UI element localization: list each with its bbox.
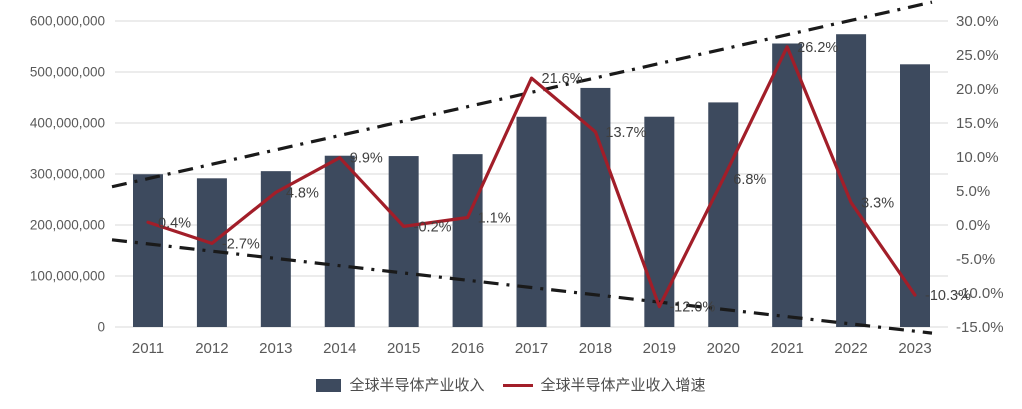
x-axis-label-2015: 2015: [387, 340, 420, 357]
chart-canvas: 0 100,000,000 200,000,000 300,000,000 400,00…: [30, 0, 1004, 357]
bar-2013: [260, 171, 291, 327]
bar-2017: [516, 116, 547, 327]
legend-label: 全球半导体产业收入增速: [540, 376, 706, 394]
data-label-2017: 21.6%: [542, 71, 583, 87]
left-axis-tick: 100,000,000: [30, 269, 105, 284]
data-label-2013: 4.8%: [286, 185, 319, 201]
data-label-2021: 26.2%: [797, 40, 838, 56]
legend-marker-square: [316, 378, 342, 392]
lower-trend-line: [111, 238, 933, 335]
data-label-2020: 6.8%: [733, 172, 766, 188]
bar-2014: [324, 155, 355, 327]
left-axis-tick: 200,000,000: [30, 218, 105, 233]
data-label-2023: -10.3%: [925, 288, 971, 304]
x-axis-label-2016: 2016: [451, 340, 484, 357]
x-axis-label-2012: 2012: [195, 340, 228, 357]
bar-2021: [772, 43, 803, 328]
bar-2016: [452, 154, 483, 327]
bar-2015: [388, 156, 419, 327]
left-axis-tick: 600,000,000: [30, 14, 105, 29]
bar-2020: [708, 102, 739, 327]
chart-legend: 全球半导体产业收入 全球半导体产业收入增速: [0, 369, 1022, 401]
upper-trend-line: [111, 0, 933, 189]
right-axis-tick: 25.0%: [956, 47, 999, 64]
right-axis-tick: -15.0%: [956, 319, 1004, 336]
data-label-2012: -2.7%: [222, 236, 260, 252]
legend-marker-line: [502, 383, 533, 387]
left-axis-tick: 300,000,000: [30, 167, 105, 182]
data-label-2018: 13.7%: [605, 125, 646, 141]
x-axis-label-2014: 2014: [323, 340, 356, 357]
x-axis-label-2022: 2022: [834, 340, 867, 357]
left-axis-tick: 400,000,000: [30, 116, 105, 131]
data-label-2019: -12.0%: [669, 300, 715, 316]
data-label-2014: 9.9%: [350, 151, 383, 167]
x-axis-label-2021: 2021: [770, 340, 803, 357]
right-axis-tick: 30.0%: [956, 13, 999, 30]
legend-item-growth: 全球半导体产业收入增速: [502, 376, 706, 394]
right-axis-tick: 20.0%: [956, 81, 999, 98]
growth-line: [146, 45, 917, 309]
right-axis-tick: 15.0%: [956, 115, 999, 132]
x-axis-label-2020: 2020: [707, 340, 740, 357]
data-label-2022: 3.3%: [861, 196, 894, 212]
right-axis-tick: 10.0%: [956, 149, 999, 166]
right-axis-tick: 0.0%: [956, 217, 990, 234]
right-axis-tick: -5.0%: [956, 251, 995, 268]
left-axis-tick: 500,000,000: [30, 65, 105, 80]
left-axis-tick: 0: [97, 320, 105, 335]
x-axis-label-2017: 2017: [515, 340, 548, 357]
x-axis-label-2019: 2019: [643, 340, 676, 357]
right-axis-tick: -10.0%: [956, 285, 1004, 302]
data-label-2016: 1.1%: [478, 211, 511, 227]
x-axis-label-2013: 2013: [259, 340, 292, 357]
x-axis-label-2023: 2023: [898, 340, 931, 357]
x-axis-label-2018: 2018: [579, 340, 612, 357]
data-label-2011: 0.4%: [158, 215, 191, 231]
data-label-2015: -0.2%: [414, 219, 452, 235]
legend-label: 全球半导体产业收入: [349, 376, 485, 394]
bar-2019: [644, 116, 675, 328]
bar-2018: [580, 87, 611, 327]
legend-item-revenue: 全球半导体产业收入: [316, 376, 485, 394]
right-axis-tick: 5.0%: [956, 183, 990, 200]
bar-2011: [133, 174, 163, 327]
x-axis-label-2011: 2011: [132, 340, 164, 357]
